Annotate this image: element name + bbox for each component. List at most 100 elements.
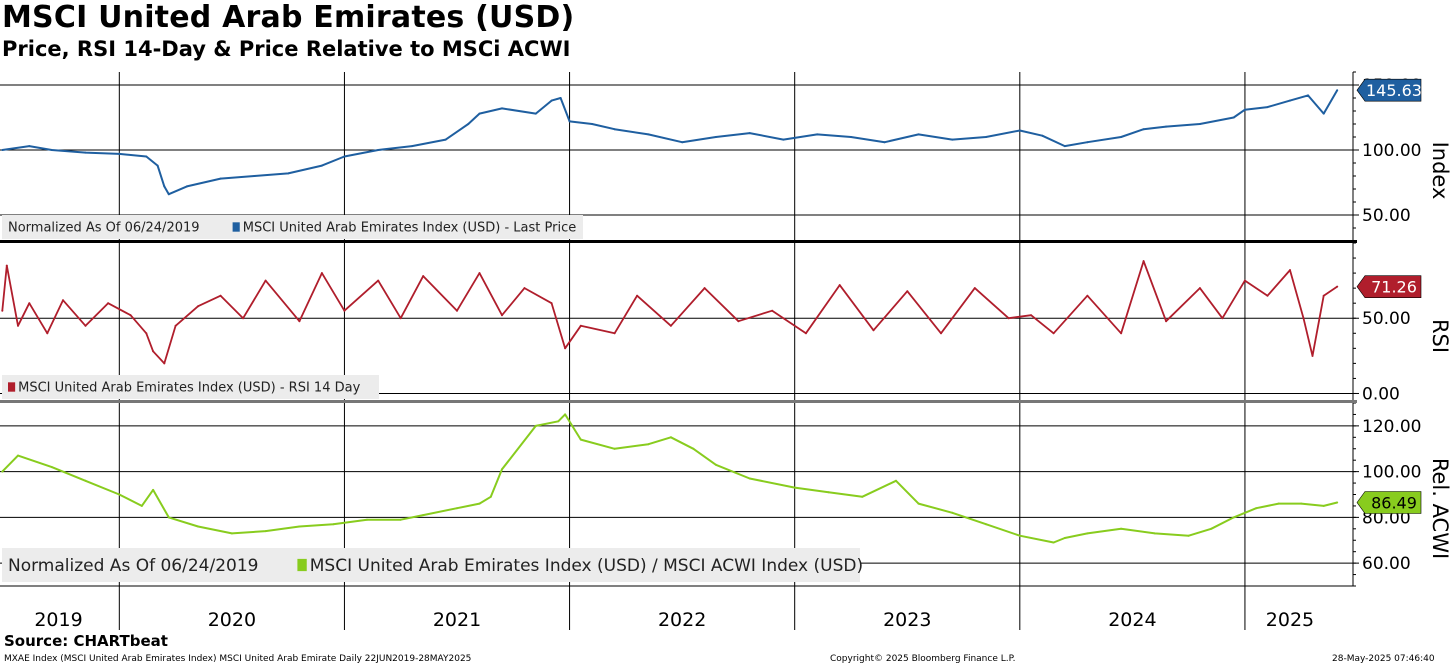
source-label: Source: CHARTbeat [4, 632, 168, 650]
series-line-price [2, 89, 1339, 196]
data-point-price [883, 141, 886, 144]
data-point-relative [197, 525, 200, 528]
footer-copyright: Copyright© 2025 Bloomberg Finance L.P. [830, 654, 1016, 664]
data-point-rsi [422, 275, 425, 278]
data-point-price [343, 155, 346, 158]
data-point-relative [1232, 516, 1235, 519]
data-point-price [1018, 129, 1021, 132]
data-point-price [782, 138, 785, 141]
data-point-relative [456, 507, 458, 510]
data-point-price [1, 149, 4, 151]
x-tick-label: 2025 [1266, 609, 1314, 631]
data-point-rsi [242, 317, 245, 320]
legend-marker-price [232, 222, 240, 232]
data-point-rsi [84, 324, 87, 327]
data-point-price [1063, 145, 1066, 148]
data-point-relative [1210, 527, 1213, 530]
data-point-price [478, 112, 481, 115]
data-point-relative [332, 523, 335, 526]
data-point-relative [895, 479, 897, 482]
data-point-rsi [550, 302, 553, 305]
x-tick-label: 2024 [1108, 609, 1156, 631]
data-point-relative [1187, 534, 1190, 537]
series-line-relative [1, 413, 1338, 544]
panel-separator [0, 400, 1357, 403]
data-point-price [647, 133, 650, 136]
data-point-relative [951, 511, 954, 514]
data-point-rsi [197, 305, 200, 308]
data-point-relative [298, 525, 301, 528]
data-point-price [1041, 134, 1044, 137]
data-point-relative [1018, 534, 1021, 537]
legend-entry-price: MSCI United Arab Emirates Index (USD) - … [243, 221, 576, 236]
data-point-rsi [399, 317, 402, 320]
data-point-rsi [28, 302, 31, 305]
data-point-relative [1153, 532, 1156, 535]
data-point-rsi [320, 272, 323, 275]
data-point-price [1086, 141, 1089, 144]
data-point-relative [534, 424, 537, 427]
y-tick-label: 50.00 [1362, 309, 1411, 329]
data-point-relative [564, 413, 567, 416]
last-value-label-price: 145.63 [1366, 81, 1422, 100]
y-tick-label: 120.00 [1362, 417, 1421, 437]
y-axis-label-rsi: RSI [1428, 319, 1452, 353]
data-point-price [156, 164, 159, 167]
data-point-rsi [107, 302, 110, 305]
data-point-rsi [1198, 287, 1201, 290]
data-point-rsi [1336, 285, 1339, 288]
data-point-price [850, 136, 852, 138]
data-point-price [163, 185, 166, 188]
data-point-price [1289, 99, 1291, 102]
data-point-relative [50, 466, 53, 469]
data-point-rsi [1289, 269, 1291, 272]
x-tick-label: 2019 [34, 609, 82, 631]
x-tick-label: 2022 [658, 609, 706, 631]
y-tick-label: 0.00 [1362, 384, 1400, 404]
data-point-relative [917, 502, 920, 505]
data-point-price [748, 132, 751, 135]
x-tick-label: 2020 [208, 609, 256, 631]
data-point-price [185, 185, 188, 188]
data-point-rsi [838, 284, 841, 287]
data-point-price [559, 97, 562, 99]
y-tick-label: 100.00 [1362, 463, 1421, 483]
data-point-price [591, 123, 594, 125]
chart-subtitle: Price, RSI 14-Day & Price Relative to MS… [2, 37, 571, 61]
data-point-relative [1086, 532, 1089, 535]
data-point-rsi [145, 332, 148, 335]
data-point-rsi [46, 332, 49, 335]
data-point-relative [152, 488, 155, 491]
data-point-price [467, 123, 470, 125]
data-point-relative [140, 504, 143, 507]
data-point-price [951, 138, 954, 141]
data-point-relative [557, 420, 560, 423]
data-point-price [1232, 116, 1235, 119]
data-point-relative [692, 447, 695, 450]
data-point-rsi [343, 309, 346, 312]
data-point-price [411, 145, 413, 148]
data-point-price [1120, 136, 1123, 138]
data-point-relative [264, 530, 267, 533]
legend-entry-price: Normalized As Of 06/24/2019 [8, 221, 200, 236]
data-point-rsi [1302, 317, 1305, 320]
data-point-price [714, 136, 717, 138]
last-value-label-relative: 86.49 [1371, 494, 1417, 513]
data-point-rsi [1, 309, 4, 312]
data-point-price [145, 155, 148, 158]
data-point-relative [793, 486, 796, 489]
x-tick-label: 2023 [883, 609, 931, 631]
data-point-rsi [523, 287, 526, 290]
data-point-price [985, 136, 987, 138]
data-point-price [568, 120, 571, 123]
data-point-price [1266, 106, 1269, 109]
data-point-price [167, 193, 170, 196]
data-point-relative [1336, 501, 1339, 504]
data-point-rsi [1243, 279, 1246, 282]
data-point-rsi [1142, 260, 1145, 263]
data-point-relative [489, 495, 492, 498]
data-point-price [550, 99, 553, 102]
data-point-rsi [501, 314, 503, 317]
data-point-rsi [564, 347, 567, 350]
